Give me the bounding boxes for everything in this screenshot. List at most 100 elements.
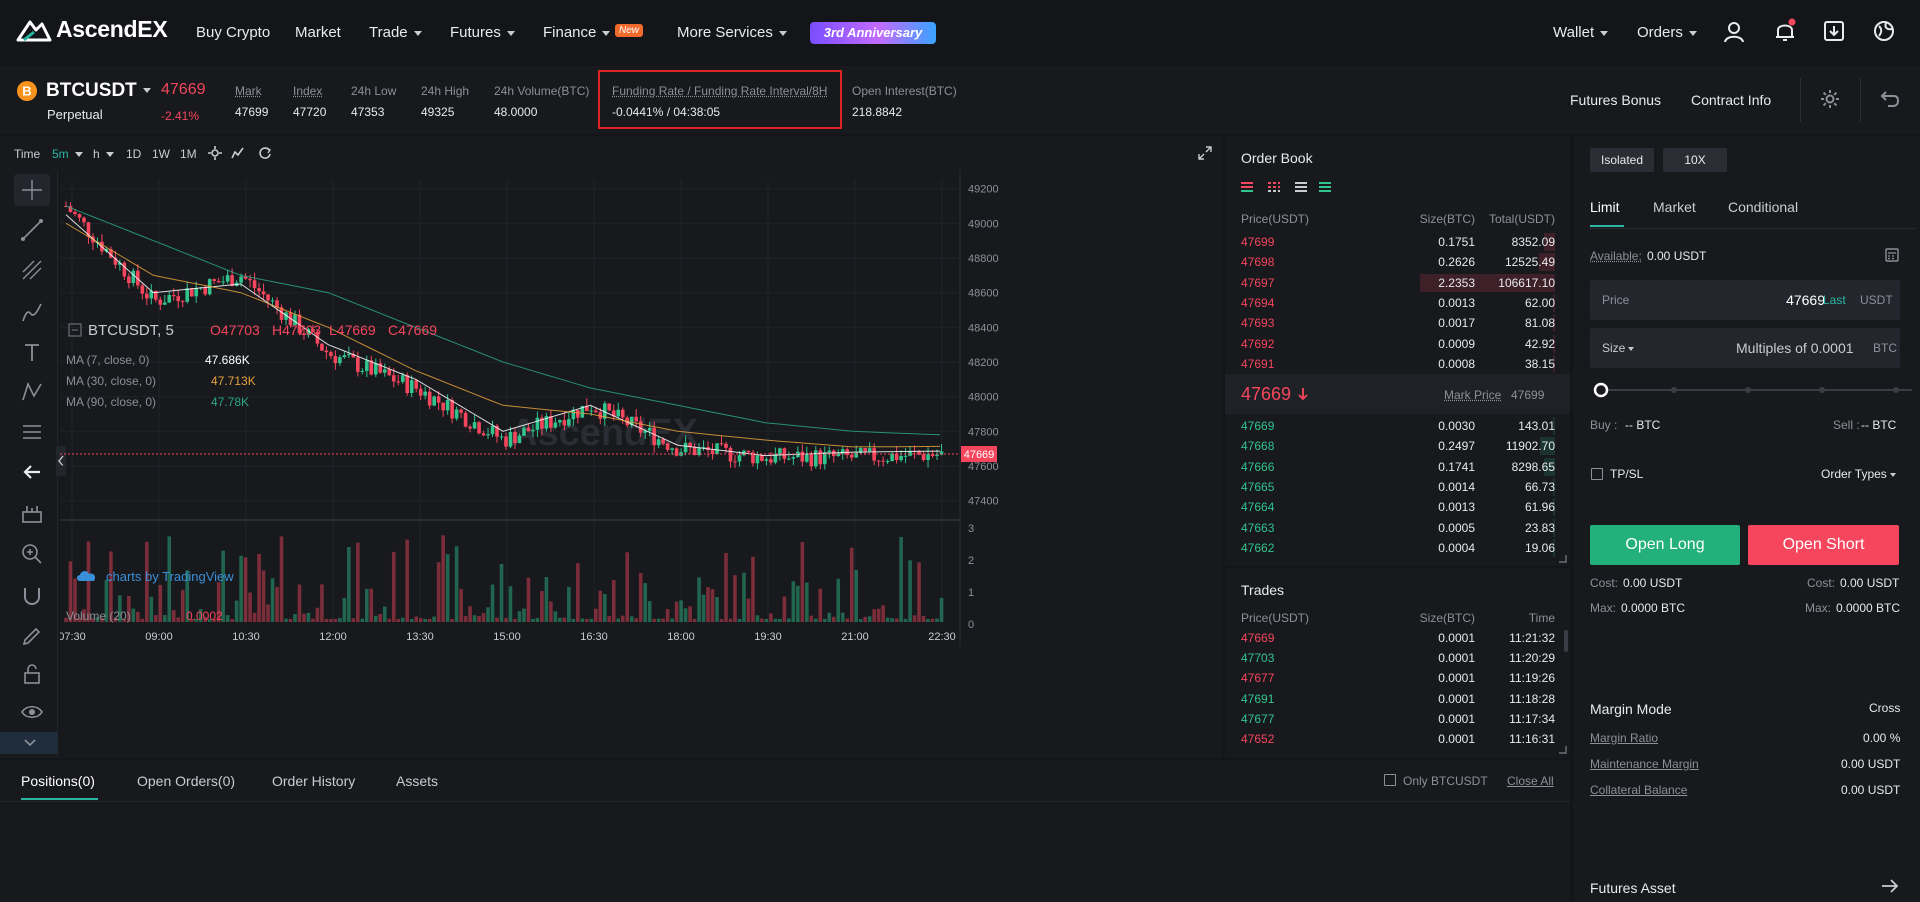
eye-icon[interactable] [20, 700, 44, 724]
open-long-button[interactable]: Open Long [1590, 525, 1740, 565]
toolbar-toggle[interactable] [56, 446, 66, 476]
tab-assets[interactable]: Assets [396, 773, 439, 789]
chevron-down-icon [778, 30, 787, 36]
open-short-button[interactable]: Open Short [1748, 525, 1899, 565]
tpsl-checkbox[interactable] [1591, 468, 1603, 480]
calculator-icon[interactable] [1885, 248, 1899, 262]
nav-orders[interactable]: Orders [1637, 24, 1697, 41]
prediction-icon[interactable] [20, 420, 44, 444]
nav-buy-crypto[interactable]: Buy Crypto [196, 24, 271, 41]
resize-handle-icon[interactable] [1559, 555, 1567, 563]
trade-row[interactable]: 47677 0.0001 11:17:34 [1225, 709, 1570, 729]
nav-more-services[interactable]: More Services [677, 24, 787, 41]
tab-limit[interactable]: Limit [1590, 199, 1620, 215]
interval-5m[interactable]: 5m [52, 147, 83, 161]
volume-bar [755, 615, 760, 622]
trendline-icon[interactable] [20, 218, 44, 242]
only-symbol-checkbox[interactable] [1384, 774, 1396, 786]
trade-row[interactable]: 47703 0.0001 11:20:29 [1225, 648, 1570, 668]
magnet-icon[interactable] [20, 584, 44, 608]
candle-body [854, 452, 859, 458]
size-input[interactable]: Size Multiples of 0.0001 BTC [1590, 328, 1900, 368]
margin-type-selector[interactable]: Isolated [1590, 148, 1654, 172]
fib-icon[interactable] [20, 258, 44, 282]
zoom-icon[interactable] [20, 542, 44, 566]
bid-row[interactable]: 47666 0.1741 8298.65 [1225, 457, 1570, 477]
ask-row[interactable]: 47694 0.0013 62.00 [1225, 293, 1570, 313]
collapse-toolbar[interactable] [0, 732, 58, 754]
interval-1d[interactable]: 1D [126, 147, 142, 161]
volume-bar [939, 597, 944, 622]
ascendex-logo[interactable]: AscendEX [16, 16, 168, 43]
nav-futures[interactable]: Futures [450, 24, 515, 41]
order-types-dropdown[interactable]: Order Types [1821, 467, 1896, 481]
trade-row[interactable]: 47669 0.0001 11:21:32 [1225, 628, 1570, 648]
nav-wallet[interactable]: Wallet [1553, 24, 1609, 41]
price-input[interactable]: Price 47669 Last USDT [1590, 280, 1900, 320]
indicators-icon[interactable] [231, 146, 245, 160]
tradingview-credit[interactable]: charts by TradingView [106, 569, 234, 584]
pattern-icon[interactable] [20, 380, 44, 404]
ask-row[interactable]: 47697 2.2353 106617.10 [1225, 273, 1570, 293]
interval-1w[interactable]: 1W [152, 147, 170, 161]
size-slider[interactable] [1590, 382, 1917, 398]
gear-icon[interactable] [1820, 89, 1840, 109]
user-icon[interactable] [1722, 20, 1746, 44]
undo-icon[interactable] [1880, 90, 1900, 108]
fullscreen-icon[interactable] [1198, 146, 1212, 160]
arrow-left-icon[interactable] [20, 460, 44, 484]
bell-icon[interactable] [1773, 18, 1797, 44]
bid-row[interactable]: 47663 0.0005 23.83 [1225, 518, 1570, 538]
trade-row[interactable]: 47652 0.0001 11:16:31 [1225, 729, 1570, 749]
scrollbar[interactable] [1564, 630, 1568, 652]
ask-row[interactable]: 47692 0.0009 42.92 [1225, 334, 1570, 354]
crosshair-tool[interactable] [14, 174, 50, 206]
draw-mode-icon[interactable] [20, 624, 44, 648]
bid-row[interactable]: 47669 0.0030 143.01 [1225, 416, 1570, 436]
brush-icon[interactable] [20, 300, 44, 324]
ask-row[interactable]: 47698 0.2626 12525.49 [1225, 252, 1570, 272]
funding-rate-label[interactable]: Funding Rate / Funding Rate Interval/8H [612, 84, 828, 98]
price-chart[interactable]: AscendEX 4920049000488004860048400482004… [60, 170, 1222, 758]
lock-icon[interactable] [20, 662, 44, 686]
bid-row[interactable]: 47665 0.0014 66.73 [1225, 477, 1570, 497]
interval-hour[interactable]: h [93, 147, 114, 161]
tab-positions[interactable]: Positions(0) [21, 773, 95, 789]
volume-bar [459, 588, 463, 622]
leverage-selector[interactable]: 10X [1663, 148, 1727, 172]
trade-row[interactable]: 47677 0.0001 11:19:26 [1225, 668, 1570, 688]
ask-row[interactable]: 47691 0.0008 38.15 [1225, 354, 1570, 374]
bid-row[interactable]: 47662 0.0004 19.06 [1225, 538, 1570, 558]
interval-1m[interactable]: 1M [180, 147, 197, 161]
tab-open-orders[interactable]: Open Orders(0) [137, 773, 236, 789]
size-unit-selector[interactable]: Size [1602, 341, 1635, 355]
bid-row[interactable]: 47668 0.2497 11902.70 [1225, 436, 1570, 456]
tab-conditional[interactable]: Conditional [1728, 199, 1799, 215]
settings-icon[interactable] [208, 146, 222, 160]
collapse-legend-icon[interactable] [68, 323, 82, 337]
ask-row[interactable]: 47699 0.1751 8352.09 [1225, 232, 1570, 252]
book-view-toggles[interactable] [1241, 182, 1331, 194]
contract-info-link[interactable]: Contract Info [1691, 92, 1772, 108]
trade-row[interactable]: 47691 0.0001 11:18:28 [1225, 689, 1570, 709]
text-tool-icon[interactable] [20, 340, 44, 364]
ask-row[interactable]: 47693 0.0017 81.08 [1225, 313, 1570, 333]
nav-trade[interactable]: Trade [369, 24, 422, 41]
resize-handle-icon[interactable] [1559, 746, 1567, 754]
symbol-selector[interactable]: BTCUSDT [46, 80, 151, 102]
measure-icon[interactable] [20, 502, 44, 526]
bid-row[interactable]: 47664 0.0013 61.96 [1225, 497, 1570, 517]
close-all-button[interactable]: Close All [1507, 774, 1554, 788]
refresh-icon[interactable] [258, 146, 272, 160]
arrow-right-icon[interactable] [1881, 878, 1899, 894]
download-icon[interactable] [1823, 20, 1845, 42]
anniversary-banner[interactable]: 3rd Anniversary [810, 22, 936, 44]
candle-body [86, 222, 91, 237]
price-last-button[interactable]: Last [1823, 293, 1846, 307]
nav-market[interactable]: Market [295, 24, 341, 41]
nav-finance[interactable]: Finance [543, 24, 611, 41]
futures-bonus-link[interactable]: Futures Bonus [1570, 92, 1662, 108]
tab-market[interactable]: Market [1653, 199, 1696, 215]
tab-order-history[interactable]: Order History [272, 773, 356, 789]
globe-icon[interactable] [1873, 20, 1895, 42]
